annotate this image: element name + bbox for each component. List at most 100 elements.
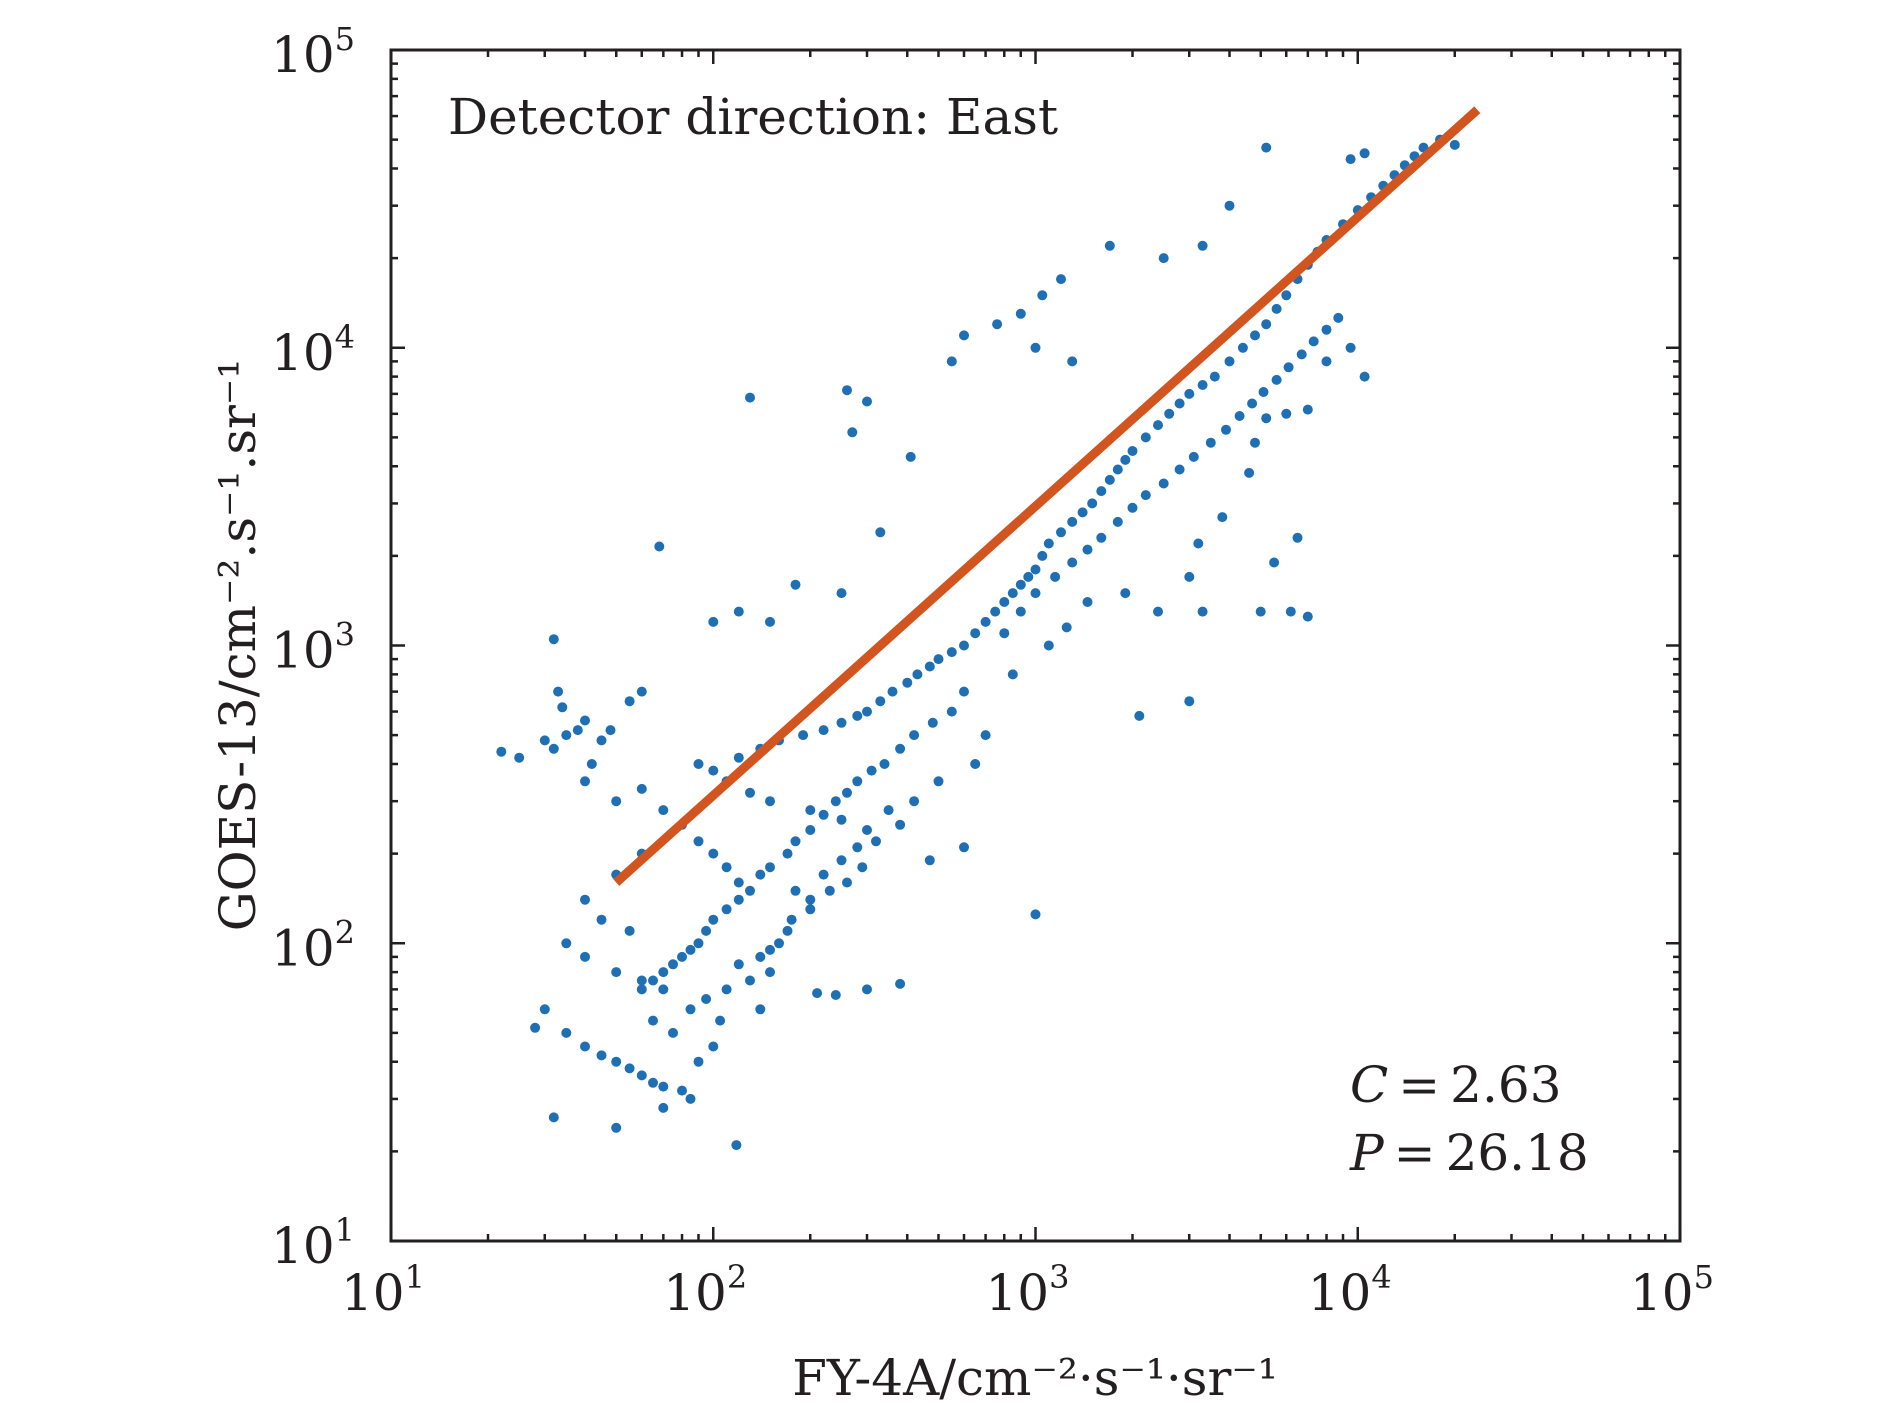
scatter-point [580,894,590,905]
scatter-point [790,579,801,590]
scatter-point [862,984,872,995]
scatter-point [990,606,1001,617]
scatter-point [1184,388,1195,399]
scatter-point [1158,478,1169,489]
scatter-point [887,686,898,697]
scatter-point [1043,538,1054,549]
scatter-point [1247,398,1258,409]
scatter-point [970,759,981,769]
scatter-point [548,743,559,754]
scatter-point [624,696,635,707]
scatter-point [1120,454,1131,465]
x-tick-exponent: 3 [1049,1258,1069,1296]
scatter-point [658,967,669,978]
scatter-point [731,1140,742,1151]
scatter-point [561,1027,572,1038]
scatter-point [580,1041,590,1052]
scatter-point [1127,446,1138,456]
scatter-point [836,814,847,825]
x-axis-label: FY-4A/cm⁻²·s⁻¹·sr⁻¹ [792,1349,1278,1407]
scatter-point [959,640,969,651]
x-tick-label: 101 [341,1258,425,1322]
scatter-point [1087,498,1098,509]
scatter-point [805,825,816,835]
scatter-point [818,809,829,820]
scatter-point [708,1041,719,1052]
scatter-point [572,725,583,736]
scatter-point [774,938,784,949]
scatter-point [1333,312,1344,323]
scatter-point [721,984,732,995]
scatter-point [1056,527,1066,538]
x-tick-exponent: 5 [1694,1258,1714,1296]
scatter-point [1112,464,1123,475]
scatter-point [782,925,793,936]
scatter-point [790,885,801,896]
scatter-point [1030,564,1041,575]
scatter-point [765,862,775,873]
scatter-point [636,783,647,794]
scatter-point [596,1050,607,1061]
scatter-point [857,862,868,873]
y-tick-base: 10 [271,919,335,977]
scatter-point [1015,579,1026,590]
x-tick-exponent: 1 [405,1258,425,1296]
scatter-point [596,914,607,925]
scatter-point [1271,303,1282,314]
scatter-point [648,1015,658,1026]
scatter-point [1061,622,1072,633]
scatter-point [824,885,835,896]
scatter-point [1244,467,1255,478]
x-tick-base: 10 [1630,1264,1694,1322]
scatter-point [836,855,847,866]
scatter-point [1255,606,1266,617]
scatter-point [1174,398,1185,409]
scatter-point [895,819,906,830]
scatter-point [1023,571,1034,582]
y-tick-label: 104 [271,318,355,382]
scatter-point [1184,696,1195,707]
scatter-point [879,759,890,769]
scatter-point [847,427,858,438]
scatter-point [708,616,719,627]
scatter-point [1261,413,1272,424]
scatter-point [1140,432,1151,443]
scatter-point [580,951,590,962]
scatter-point [1127,502,1138,513]
scatter-point [693,836,704,847]
y-tick-label: 102 [271,913,355,977]
scatter-point [830,990,841,1000]
scatter-point [553,686,564,697]
scatter-point [1308,336,1319,347]
scatter-point [1221,424,1231,435]
scatter-point [959,330,969,341]
scatter-point [636,686,647,697]
scatter-point [842,787,852,798]
scatter-point [933,776,944,787]
scatter-point [1030,909,1041,920]
scatter-point [980,730,991,741]
scatter-point [782,848,793,859]
scatter-point [1050,571,1061,582]
scatter-point [862,825,872,835]
scatter-point [875,696,886,707]
scatter-point [1224,356,1235,367]
scatter-point [1261,142,1272,153]
y-tick-exponent: 1 [335,1211,355,1249]
scatter-point [1015,308,1026,319]
scatter-point [1104,240,1115,251]
scatter-point [636,984,647,995]
scatter-point [668,959,678,970]
scatter-point [708,765,719,776]
scatter-point [1205,437,1216,448]
scatter-point [496,746,507,757]
scatter-point [539,735,550,746]
scatter-point [1120,588,1131,599]
scatter-point [946,647,957,658]
stat-p: P = 26.18 [1349,1124,1589,1182]
scatter-point [866,765,877,776]
scatter-point [586,759,597,769]
scatter-point [1449,139,1460,150]
scatter-point [693,759,704,769]
scatter-point [548,1112,559,1123]
